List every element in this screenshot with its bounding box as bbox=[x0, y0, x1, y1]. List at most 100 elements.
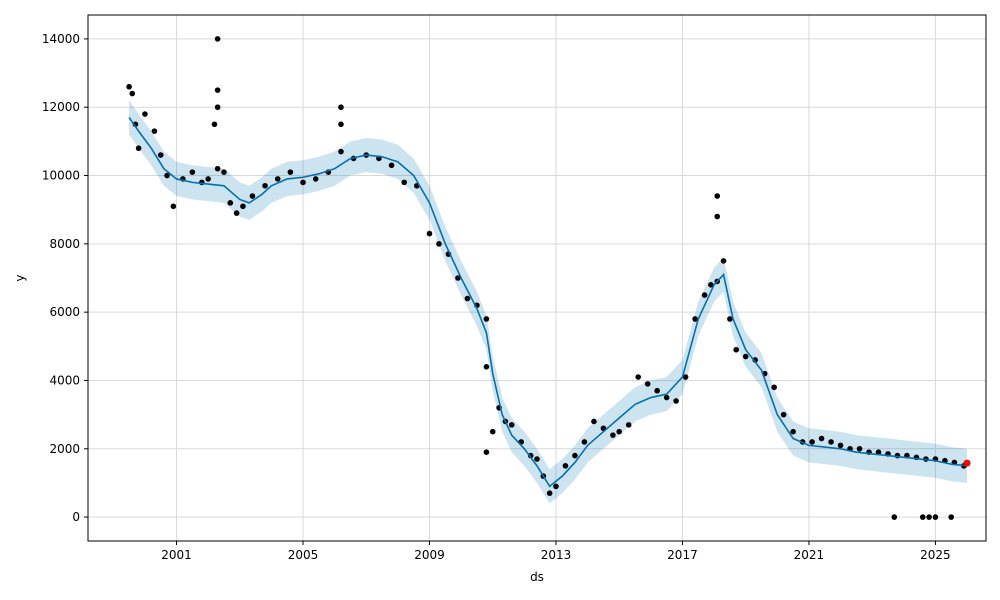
observed-point bbox=[708, 282, 714, 288]
x-axis-label: ds bbox=[530, 570, 544, 584]
observed-point bbox=[809, 439, 815, 445]
y-tick-label: 2000 bbox=[49, 442, 80, 456]
observed-point bbox=[338, 121, 344, 128]
observed-point bbox=[240, 203, 246, 210]
observed-point bbox=[682, 374, 689, 380]
observed-point bbox=[553, 483, 559, 490]
x-tick-label: 2013 bbox=[541, 548, 572, 562]
observed-point bbox=[663, 394, 670, 401]
observed-point bbox=[534, 456, 540, 462]
uncertainty-band bbox=[129, 100, 968, 504]
observed-point bbox=[300, 179, 306, 186]
observed-point bbox=[151, 128, 158, 134]
observed-point bbox=[227, 200, 234, 206]
observed-point bbox=[142, 111, 148, 117]
observed-point bbox=[790, 428, 796, 435]
observed-point bbox=[388, 162, 395, 169]
observed-point bbox=[436, 241, 442, 247]
observed-point bbox=[771, 384, 777, 391]
observed-point bbox=[455, 275, 461, 281]
observed-point bbox=[720, 258, 727, 264]
observed-point bbox=[211, 121, 218, 128]
forecast-line bbox=[128, 117, 968, 488]
x-tick-label: 2009 bbox=[414, 548, 445, 562]
observed-point bbox=[189, 169, 196, 175]
y-tick-label: 12000 bbox=[42, 100, 80, 114]
observed-point bbox=[129, 90, 136, 97]
observed-point bbox=[714, 193, 721, 199]
observed-point bbox=[701, 292, 708, 298]
observed-point bbox=[135, 145, 142, 152]
observed-point bbox=[932, 514, 939, 520]
x-tick-label: 2005 bbox=[288, 548, 319, 562]
highlight-point bbox=[963, 459, 971, 467]
y-axis-label: y bbox=[13, 274, 27, 281]
highlight-points bbox=[963, 459, 971, 467]
observed-point bbox=[483, 316, 490, 322]
observed-point bbox=[249, 193, 256, 199]
observed-point bbox=[205, 176, 211, 182]
observed-point bbox=[508, 422, 515, 428]
observed-point bbox=[742, 353, 749, 360]
observed-point bbox=[828, 439, 834, 445]
observed-points bbox=[126, 36, 967, 520]
observed-point bbox=[891, 514, 898, 520]
observed-point bbox=[692, 316, 698, 322]
observed-point bbox=[483, 449, 490, 455]
observed-point bbox=[274, 176, 281, 182]
observed-point bbox=[591, 418, 597, 425]
observed-point bbox=[926, 514, 932, 520]
observed-point bbox=[170, 203, 177, 210]
observed-point bbox=[572, 452, 578, 459]
observed-point bbox=[214, 104, 221, 111]
observed-point bbox=[126, 83, 132, 90]
observed-point bbox=[562, 463, 569, 469]
observed-point bbox=[233, 210, 240, 216]
x-tick-label: 2025 bbox=[920, 548, 951, 562]
uncertainty-band-area bbox=[129, 100, 968, 504]
observed-point bbox=[426, 230, 433, 237]
observed-point bbox=[489, 428, 496, 435]
observed-point bbox=[157, 152, 164, 158]
observed-point bbox=[581, 439, 588, 445]
observed-point bbox=[780, 411, 787, 418]
observed-point bbox=[287, 169, 294, 175]
observed-point bbox=[919, 514, 926, 520]
observed-point bbox=[464, 295, 471, 302]
y-tick-label: 8000 bbox=[49, 237, 80, 251]
observed-point bbox=[654, 387, 660, 394]
observed-point bbox=[338, 148, 344, 155]
observed-point bbox=[875, 449, 882, 455]
observed-point bbox=[714, 213, 721, 220]
y-tick-label: 0 bbox=[72, 510, 80, 524]
observed-point bbox=[221, 169, 227, 175]
forecast-lines bbox=[128, 117, 968, 488]
observed-point bbox=[727, 316, 733, 322]
observed-point bbox=[625, 422, 632, 428]
observed-point bbox=[214, 87, 221, 93]
x-tick-label: 2001 bbox=[161, 548, 192, 562]
y-axis-ticks: 0 2000 4000 6000 8000 10000 12000 14000 bbox=[42, 32, 88, 524]
y-tick-label: 6000 bbox=[49, 305, 80, 319]
observed-point bbox=[837, 442, 844, 449]
observed-point bbox=[338, 104, 344, 111]
observed-point bbox=[262, 182, 268, 189]
observed-point bbox=[856, 445, 863, 452]
observed-point bbox=[948, 514, 955, 520]
x-tick-label: 2017 bbox=[667, 548, 698, 562]
observed-point bbox=[616, 428, 623, 435]
observed-point bbox=[635, 374, 641, 380]
observed-point bbox=[673, 398, 679, 404]
y-tick-label: 10000 bbox=[42, 169, 80, 183]
observed-point bbox=[733, 346, 740, 353]
observed-point bbox=[401, 179, 407, 186]
observed-point bbox=[610, 432, 616, 438]
x-tick-label: 2021 bbox=[794, 548, 825, 562]
observed-point bbox=[214, 165, 221, 172]
x-axis-ticks: 2001 2005 2009 2013 2017 2021 2025 bbox=[161, 541, 951, 562]
observed-point bbox=[546, 490, 553, 496]
plot-frame bbox=[87, 14, 987, 542]
y-tick-label: 14000 bbox=[42, 32, 80, 46]
observed-point bbox=[644, 381, 651, 387]
